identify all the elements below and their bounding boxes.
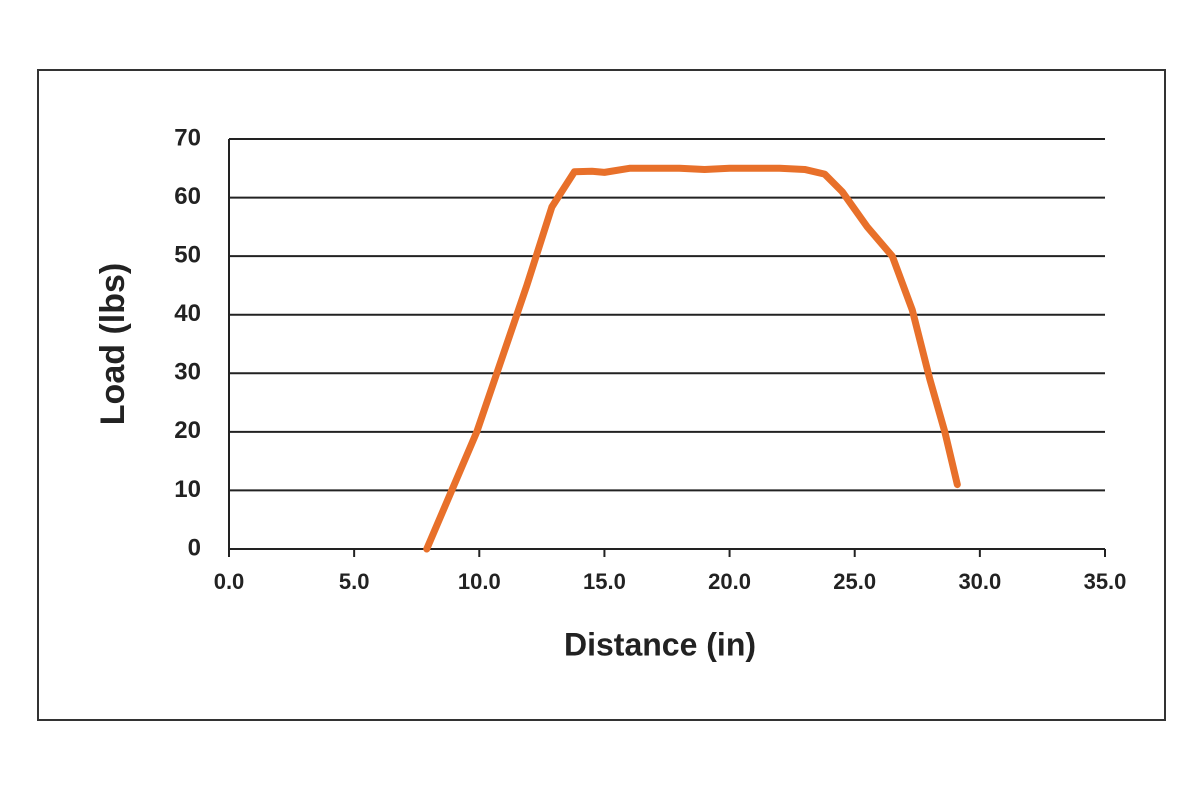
y-tick-label: 0	[188, 534, 201, 561]
x-tick-label: 25.0	[833, 569, 876, 594]
chart-frame	[37, 69, 1166, 721]
x-tick-label: 10.0	[458, 569, 501, 594]
y-axis-label: Load (lbs)	[94, 263, 132, 425]
y-tick-label: 60	[174, 183, 201, 210]
x-tick-label: 15.0	[583, 569, 626, 594]
y-tick-label: 20	[174, 417, 201, 444]
x-tick-label: 5.0	[339, 569, 370, 594]
y-tick-label: 10	[174, 476, 201, 503]
y-tick-label: 70	[174, 124, 201, 151]
y-tick-label: 50	[174, 241, 201, 268]
x-axis-label: Distance (in)	[564, 626, 756, 662]
x-tick-label: 30.0	[958, 569, 1001, 594]
data-line	[423, 164, 961, 553]
y-tick-label: 30	[174, 359, 201, 386]
x-tick-label: 0.0	[214, 569, 245, 594]
x-tick-label: 35.0	[1084, 569, 1127, 594]
y-tick-label: 40	[174, 300, 201, 327]
x-tick-label: 20.0	[708, 569, 751, 594]
